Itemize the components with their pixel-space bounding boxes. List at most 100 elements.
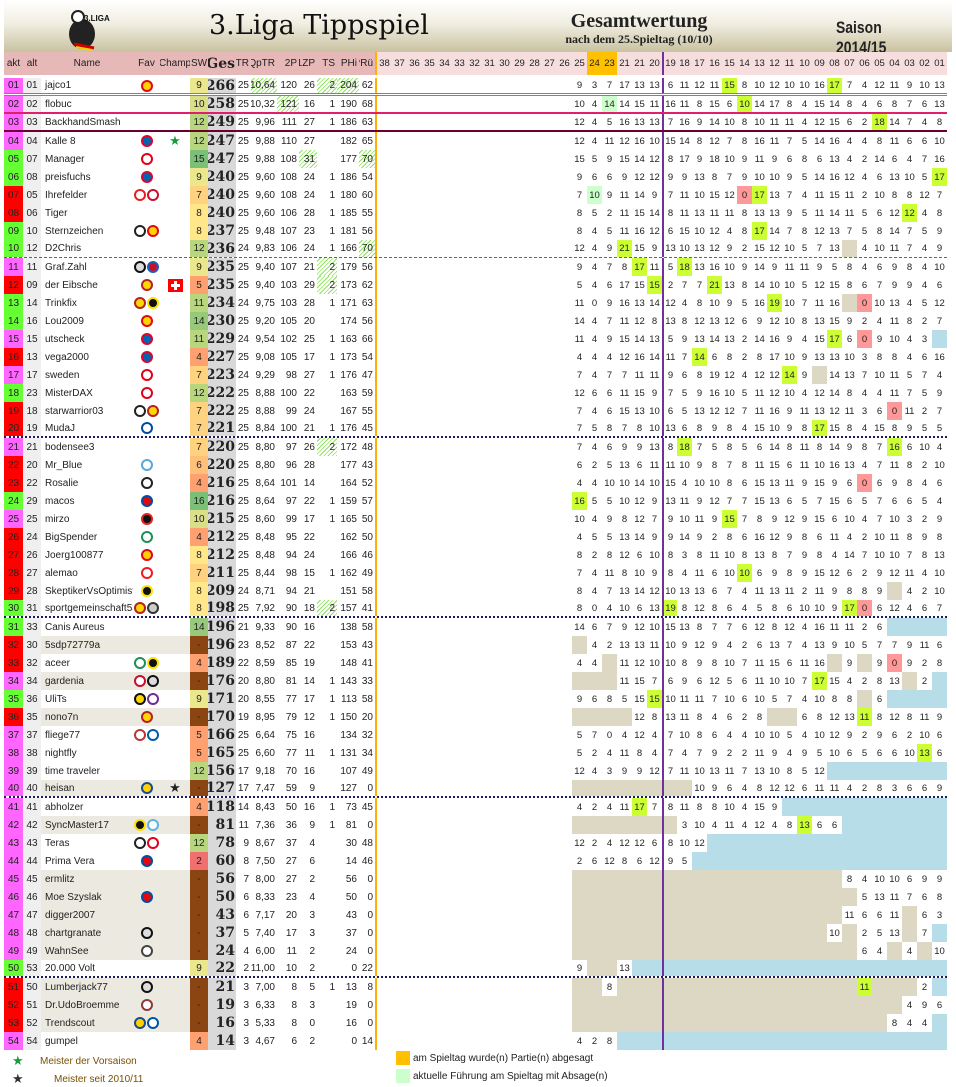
player-name[interactable]: MisterDAX bbox=[41, 384, 133, 402]
player-name[interactable]: gardenia bbox=[41, 672, 133, 690]
matchday-header[interactable]: 28 bbox=[527, 52, 542, 75]
matchday-header[interactable]: 29 bbox=[512, 52, 527, 75]
player-name[interactable]: Tiger bbox=[41, 204, 133, 222]
matchday-header[interactable]: 34 bbox=[437, 52, 452, 75]
player-name[interactable]: digger2007 bbox=[41, 906, 133, 924]
matchday-header[interactable]: 21 bbox=[617, 52, 632, 75]
player-name[interactable]: time traveler bbox=[41, 762, 133, 780]
player-name[interactable]: Trendscout bbox=[41, 1014, 133, 1032]
player-name[interactable]: Kalle 8 bbox=[41, 132, 133, 150]
player-name[interactable]: Prima Vera bbox=[41, 852, 133, 870]
matchday-header[interactable]: 06 bbox=[857, 52, 872, 75]
player-name[interactable]: BigSpender bbox=[41, 528, 133, 546]
player-name[interactable]: nono7n bbox=[41, 708, 133, 726]
player-name[interactable]: preisfuchs bbox=[41, 168, 133, 186]
matchday-header[interactable]: 04 bbox=[887, 52, 902, 75]
matchday-header[interactable]: 21 bbox=[632, 52, 647, 75]
player-name[interactable]: aceer bbox=[41, 654, 133, 672]
matchday-header[interactable]: 36 bbox=[407, 52, 422, 75]
matchday-header[interactable]: 24 bbox=[587, 52, 602, 75]
player-name[interactable]: starwarrior03 bbox=[41, 402, 133, 420]
matchday-header[interactable]: 23 bbox=[602, 52, 617, 75]
player-name[interactable]: D2Chris bbox=[41, 240, 133, 257]
matchday-header[interactable]: 18 bbox=[677, 52, 692, 75]
player-name[interactable]: UliTs bbox=[41, 690, 133, 708]
matchday-header[interactable]: 05 bbox=[872, 52, 887, 75]
player-name[interactable]: Moe Szyslak bbox=[41, 888, 133, 906]
column-header-sw[interactable]: SW bbox=[190, 52, 208, 75]
matchday-header[interactable]: 14 bbox=[737, 52, 752, 75]
player-name[interactable]: nightfly bbox=[41, 744, 133, 762]
player-name[interactable]: SyncMaster17 bbox=[41, 816, 133, 834]
column-header-pru[interactable]: PRü bbox=[359, 52, 377, 75]
player-name[interactable]: Mr_Blue bbox=[41, 456, 133, 474]
column-header-ts[interactable]: TS bbox=[317, 52, 337, 75]
player-name[interactable]: sweden bbox=[41, 366, 133, 384]
matchday-header[interactable]: 09 bbox=[812, 52, 827, 75]
player-name[interactable]: utscheck bbox=[41, 330, 133, 348]
player-name[interactable]: jajco1 bbox=[41, 78, 133, 93]
player-name[interactable]: sportgemeinschaft53 bbox=[41, 600, 133, 616]
column-header-name[interactable]: Name bbox=[41, 52, 133, 75]
matchday-header[interactable]: 12 bbox=[767, 52, 782, 75]
matchday-header[interactable]: 13 bbox=[752, 52, 767, 75]
matchday-header[interactable]: 01 bbox=[932, 52, 947, 75]
matchday-header[interactable]: 33 bbox=[452, 52, 467, 75]
player-name[interactable]: Joerg100877 bbox=[41, 546, 133, 564]
column-header-phi[interactable]: PHi bbox=[337, 52, 359, 75]
matchday-header[interactable]: 31 bbox=[482, 52, 497, 75]
player-name[interactable]: Graf.Zahl bbox=[41, 258, 133, 276]
player-name[interactable]: Dr.UdoBroemme bbox=[41, 996, 133, 1014]
matchday-header[interactable]: 35 bbox=[422, 52, 437, 75]
column-header-ges[interactable]: Ges bbox=[208, 52, 236, 75]
column-header-fav[interactable]: Fav bbox=[133, 52, 160, 75]
player-name[interactable]: abholzer bbox=[41, 798, 133, 816]
player-name[interactable]: alemao bbox=[41, 564, 133, 582]
player-name[interactable]: MudaJ bbox=[41, 420, 133, 436]
player-name[interactable]: der Eibsche bbox=[41, 276, 133, 294]
player-name[interactable]: heisan bbox=[41, 780, 133, 796]
player-name[interactable]: BackhandSmash bbox=[41, 114, 133, 130]
player-name[interactable]: Lumberjack77 bbox=[41, 978, 133, 996]
matchday-header[interactable]: 32 bbox=[467, 52, 482, 75]
matchday-header[interactable]: 37 bbox=[392, 52, 407, 75]
column-header-tr[interactable]: TR bbox=[236, 52, 251, 75]
matchday-header[interactable]: 20 bbox=[647, 52, 662, 75]
player-name[interactable]: Trinkfix bbox=[41, 294, 133, 312]
player-name[interactable]: Rosalie bbox=[41, 474, 133, 492]
player-name[interactable]: vega2000 bbox=[41, 348, 133, 366]
matchday-header[interactable]: 27 bbox=[542, 52, 557, 75]
player-name[interactable]: WahnSee bbox=[41, 942, 133, 960]
player-name[interactable]: Manager bbox=[41, 150, 133, 168]
matchday-header[interactable]: 07 bbox=[842, 52, 857, 75]
player-name[interactable]: gumpel bbox=[41, 1032, 133, 1050]
player-name[interactable]: Teras bbox=[41, 834, 133, 852]
matchday-header[interactable]: 16 bbox=[707, 52, 722, 75]
player-name[interactable]: Lou2009 bbox=[41, 312, 133, 330]
matchday-header[interactable]: 03 bbox=[902, 52, 917, 75]
column-header-qptr[interactable]: QpTR bbox=[251, 52, 277, 75]
matchday-header[interactable]: 38 bbox=[377, 52, 392, 75]
player-name[interactable]: ermlitz bbox=[41, 870, 133, 888]
matchday-header[interactable]: 15 bbox=[722, 52, 737, 75]
player-name[interactable]: macos bbox=[41, 492, 133, 510]
matchday-header[interactable]: 10 bbox=[797, 52, 812, 75]
column-header-zp1[interactable]: 1ZP bbox=[299, 52, 317, 75]
column-header-p2[interactable]: 2P bbox=[277, 52, 299, 75]
matchday-header[interactable]: 17 bbox=[692, 52, 707, 75]
matchday-header[interactable]: 30 bbox=[497, 52, 512, 75]
column-header-akt[interactable]: akt bbox=[4, 52, 23, 75]
matchday-header[interactable]: 26 bbox=[557, 52, 572, 75]
player-name[interactable]: flobuc bbox=[41, 96, 133, 112]
player-name[interactable]: 5sdp72779a bbox=[41, 636, 133, 654]
column-header-champ[interactable]: Champ bbox=[160, 52, 190, 75]
matchday-header[interactable]: 11 bbox=[782, 52, 797, 75]
player-name[interactable]: 20.000 Volt bbox=[41, 960, 133, 976]
column-header-alt[interactable]: alt bbox=[23, 52, 41, 75]
player-name[interactable]: Ihrefelder bbox=[41, 186, 133, 204]
matchday-header[interactable]: 02 bbox=[917, 52, 932, 75]
player-name[interactable]: SkeptikerVsOptimist bbox=[41, 582, 133, 600]
matchday-header[interactable]: 25 bbox=[572, 52, 587, 75]
matchday-header[interactable]: 08 bbox=[827, 52, 842, 75]
player-name[interactable]: bodensee3 bbox=[41, 438, 133, 456]
